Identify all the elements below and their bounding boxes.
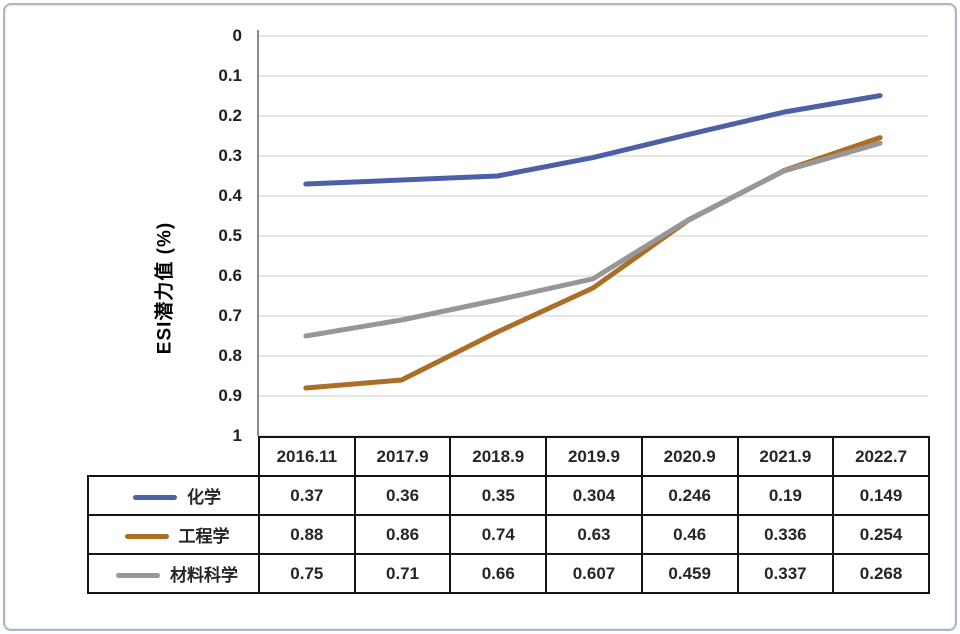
- table-value-cell: 0.63: [545, 514, 643, 555]
- table-value-cell: 0.607: [545, 553, 643, 594]
- table-value-cell: 0.19: [736, 475, 835, 516]
- legend-label: 工程学: [178, 527, 230, 546]
- table-header-cell: 2018.9: [449, 436, 548, 477]
- table-header-cell: 2021.9: [736, 436, 835, 477]
- table-blank-corner: [88, 437, 259, 476]
- table-value-cell: 0.66: [449, 553, 548, 594]
- table-value-cell: 0.88: [258, 514, 356, 555]
- table-value-cell: 0.304: [545, 475, 643, 516]
- table-value-cell: 0.254: [832, 514, 930, 555]
- legend-cell: 工程学: [87, 514, 260, 555]
- y-tick-label: 0.5: [218, 226, 242, 245]
- series-line-2: [303, 140, 883, 339]
- y-tick-label: 0.2: [218, 106, 242, 125]
- table-value-cell: 0.149: [832, 475, 930, 516]
- table-row: 化学 0.37 0.36 0.35 0.304 0.246 0.19 0.149: [87, 475, 930, 516]
- y-tick-label: 0.3: [218, 146, 242, 165]
- legend-cell: 材料科学: [87, 553, 260, 594]
- y-tick-label: 0.1: [218, 66, 242, 85]
- table-value-cell: 0.46: [640, 514, 739, 555]
- table-header-cell: 2017.9: [353, 436, 452, 477]
- y-tick-label: 0.4: [218, 186, 242, 205]
- chart-data-table: 2016.11 2017.9 2018.9 2019.9 2020.9 2021.9 202…: [87, 436, 930, 594]
- legend-line-icon: [133, 495, 177, 501]
- legend-cell: 化学: [87, 475, 260, 516]
- table-value-cell: 0.37: [258, 475, 356, 516]
- legend-label: 化学: [187, 488, 221, 507]
- table-value-cell: 0.35: [449, 475, 548, 516]
- y-tick-label: 0.7: [218, 306, 242, 325]
- y-tick-label: 0: [232, 26, 242, 45]
- table-header-cell: 2020.9: [640, 436, 739, 477]
- table-value-cell: 0.268: [832, 553, 930, 594]
- y-tick-label: 0.8: [218, 346, 242, 365]
- table-header-cell: 2016.11: [258, 436, 356, 477]
- table-value-cell: 0.36: [353, 475, 452, 516]
- table-value-cell: 0.86: [353, 514, 452, 555]
- table-row: 工程学 0.88 0.86 0.74 0.63 0.46 0.336 0.254: [87, 514, 930, 555]
- legend-label: 材料科学: [170, 566, 238, 585]
- y-tick-label: 1: [232, 426, 242, 445]
- table-value-cell: 0.75: [258, 553, 356, 594]
- table-value-cell: 0.71: [353, 553, 452, 594]
- y-tick-label: 0.9: [218, 386, 242, 405]
- series-line-0: [303, 93, 883, 187]
- table-value-cell: 0.336: [736, 514, 835, 555]
- table-row: 材料科学 0.75 0.71 0.66 0.607 0.459 0.337 0.268: [87, 553, 930, 594]
- series-line-1: [303, 135, 883, 391]
- table-value-cell: 0.459: [640, 553, 739, 594]
- table-header-cell: 2019.9: [545, 436, 643, 477]
- table-header-cell: 2022.7: [832, 436, 930, 477]
- y-tick-label: 0.6: [218, 266, 242, 285]
- legend-line-icon: [124, 534, 169, 540]
- legend-line-icon: [116, 573, 160, 579]
- table-value-cell: 0.74: [449, 514, 548, 555]
- table-value-cell: 0.246: [640, 475, 739, 516]
- table-value-cell: 0.337: [736, 553, 835, 594]
